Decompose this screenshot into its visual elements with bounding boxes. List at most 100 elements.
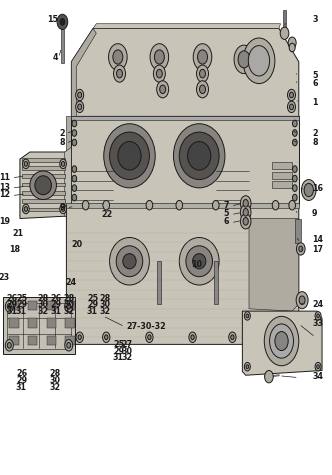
Circle shape	[290, 104, 293, 110]
Text: 1: 1	[312, 98, 318, 107]
Circle shape	[60, 204, 66, 214]
Text: 29: 29	[16, 376, 27, 385]
Bar	[28, 318, 37, 328]
Circle shape	[292, 139, 297, 146]
Text: 33: 33	[312, 319, 323, 327]
Text: 30: 30	[50, 376, 61, 385]
Circle shape	[271, 335, 274, 340]
Text: 12: 12	[0, 190, 10, 199]
Ellipse shape	[35, 176, 51, 195]
Text: 34: 34	[312, 372, 323, 381]
Circle shape	[231, 335, 234, 340]
Bar	[65, 318, 75, 328]
Circle shape	[65, 301, 73, 312]
Bar	[272, 181, 292, 188]
Circle shape	[60, 159, 66, 169]
Bar	[272, 172, 292, 179]
Polygon shape	[249, 218, 299, 311]
Circle shape	[248, 46, 270, 76]
Circle shape	[72, 194, 77, 201]
Text: 19: 19	[0, 218, 10, 226]
Ellipse shape	[110, 238, 149, 285]
Bar	[3, 297, 75, 354]
Circle shape	[304, 183, 313, 197]
Text: 31: 31	[51, 307, 62, 316]
Circle shape	[176, 200, 183, 210]
Text: 25: 25	[87, 294, 98, 303]
Circle shape	[24, 162, 28, 166]
Text: 31: 31	[113, 353, 124, 362]
Circle shape	[292, 185, 297, 191]
Bar	[157, 261, 161, 304]
Ellipse shape	[30, 171, 56, 200]
Bar	[9, 336, 19, 345]
Text: 29: 29	[7, 301, 18, 309]
Circle shape	[72, 139, 77, 146]
Text: 5: 5	[312, 71, 318, 79]
Circle shape	[292, 130, 297, 136]
Circle shape	[197, 65, 208, 82]
Text: 5: 5	[223, 209, 229, 218]
Text: 7: 7	[223, 201, 229, 209]
Circle shape	[317, 365, 319, 369]
Text: 29: 29	[113, 347, 124, 355]
Polygon shape	[22, 191, 65, 195]
Circle shape	[76, 332, 83, 342]
Circle shape	[76, 101, 84, 113]
Text: 28: 28	[64, 294, 75, 303]
Text: 29: 29	[16, 301, 27, 309]
Text: 29: 29	[87, 301, 98, 309]
Circle shape	[244, 362, 250, 371]
Ellipse shape	[118, 142, 141, 170]
Text: 26: 26	[51, 294, 62, 303]
Polygon shape	[71, 28, 299, 116]
Circle shape	[272, 200, 279, 210]
Polygon shape	[66, 204, 299, 344]
Circle shape	[200, 69, 206, 78]
Polygon shape	[66, 116, 71, 204]
Circle shape	[288, 37, 296, 48]
Circle shape	[292, 175, 297, 182]
Text: 32: 32	[37, 307, 48, 316]
Ellipse shape	[179, 238, 219, 285]
Circle shape	[198, 50, 208, 64]
Bar	[65, 301, 75, 310]
Polygon shape	[22, 200, 65, 203]
Text: 21: 21	[12, 229, 23, 238]
Circle shape	[317, 314, 319, 318]
Circle shape	[289, 43, 295, 52]
Circle shape	[67, 342, 71, 348]
Circle shape	[105, 335, 108, 340]
Text: 32: 32	[64, 307, 75, 316]
Bar	[71, 116, 299, 120]
Polygon shape	[65, 147, 71, 218]
Bar	[9, 318, 19, 328]
Text: 22: 22	[102, 210, 113, 219]
Text: 27-30-32: 27-30-32	[126, 323, 166, 331]
Text: 30: 30	[121, 347, 132, 355]
Bar	[61, 28, 64, 63]
Circle shape	[23, 159, 29, 169]
Circle shape	[78, 92, 82, 98]
Polygon shape	[22, 208, 65, 211]
Circle shape	[301, 180, 316, 200]
Circle shape	[243, 209, 248, 216]
Circle shape	[296, 292, 308, 309]
Circle shape	[146, 332, 153, 342]
Text: 27: 27	[121, 340, 132, 349]
Circle shape	[229, 332, 236, 342]
Text: 13: 13	[0, 183, 10, 191]
Bar	[47, 318, 56, 328]
Circle shape	[242, 200, 249, 210]
Circle shape	[290, 335, 294, 340]
Text: 16: 16	[312, 184, 323, 192]
Circle shape	[289, 200, 295, 210]
Text: 30: 30	[64, 301, 75, 309]
Ellipse shape	[104, 124, 155, 188]
Circle shape	[7, 342, 11, 348]
Circle shape	[275, 332, 288, 351]
Circle shape	[264, 316, 299, 366]
Text: 15: 15	[47, 15, 58, 23]
Text: 6: 6	[312, 79, 318, 88]
Polygon shape	[242, 311, 322, 375]
